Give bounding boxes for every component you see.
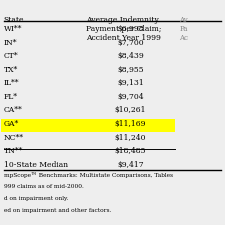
Text: d on impairment only.: d on impairment only. bbox=[4, 196, 68, 201]
Text: $9,131: $9,131 bbox=[117, 79, 144, 87]
Text: IL**: IL** bbox=[4, 79, 19, 87]
Text: $8,439: $8,439 bbox=[117, 52, 144, 60]
Text: TN**: TN** bbox=[4, 147, 23, 155]
Text: $11,169: $11,169 bbox=[115, 120, 146, 128]
Text: $7,700: $7,700 bbox=[117, 39, 144, 47]
Text: NC**: NC** bbox=[4, 134, 24, 142]
Text: $10,261: $10,261 bbox=[115, 106, 146, 115]
Text: State: State bbox=[4, 16, 24, 24]
Text: TX*: TX* bbox=[4, 66, 18, 74]
Text: $9,704: $9,704 bbox=[117, 93, 144, 101]
Text: GA*: GA* bbox=[4, 120, 19, 128]
Text: CT*: CT* bbox=[4, 52, 18, 60]
Text: IN*: IN* bbox=[4, 39, 17, 47]
Text: ed on impairment and other factors.: ed on impairment and other factors. bbox=[4, 207, 111, 213]
Text: WI**: WI** bbox=[4, 25, 22, 33]
Text: FL*: FL* bbox=[4, 93, 18, 101]
Text: $6,998: $6,998 bbox=[117, 25, 144, 33]
Text: $11,240: $11,240 bbox=[115, 134, 146, 142]
Text: Average Indemnity
Payment per Claim;
Accident Year 1999: Average Indemnity Payment per Claim; Acc… bbox=[86, 16, 161, 42]
Text: $18,485: $18,485 bbox=[115, 147, 146, 155]
Bar bbox=[1, 119, 175, 132]
Text: 999 claims as of mid-2000.: 999 claims as of mid-2000. bbox=[4, 184, 83, 189]
Text: mpScope™ Benchmarks: Multistate Comparisons, Tables: mpScope™ Benchmarks: Multistate Comparis… bbox=[4, 173, 173, 178]
Text: Av
Pa
Ac: Av Pa Ac bbox=[179, 16, 188, 42]
Text: CA**: CA** bbox=[4, 106, 22, 115]
Text: $9,417: $9,417 bbox=[117, 161, 144, 169]
Text: 10-State Median: 10-State Median bbox=[4, 161, 68, 169]
Text: $8,955: $8,955 bbox=[117, 66, 144, 74]
